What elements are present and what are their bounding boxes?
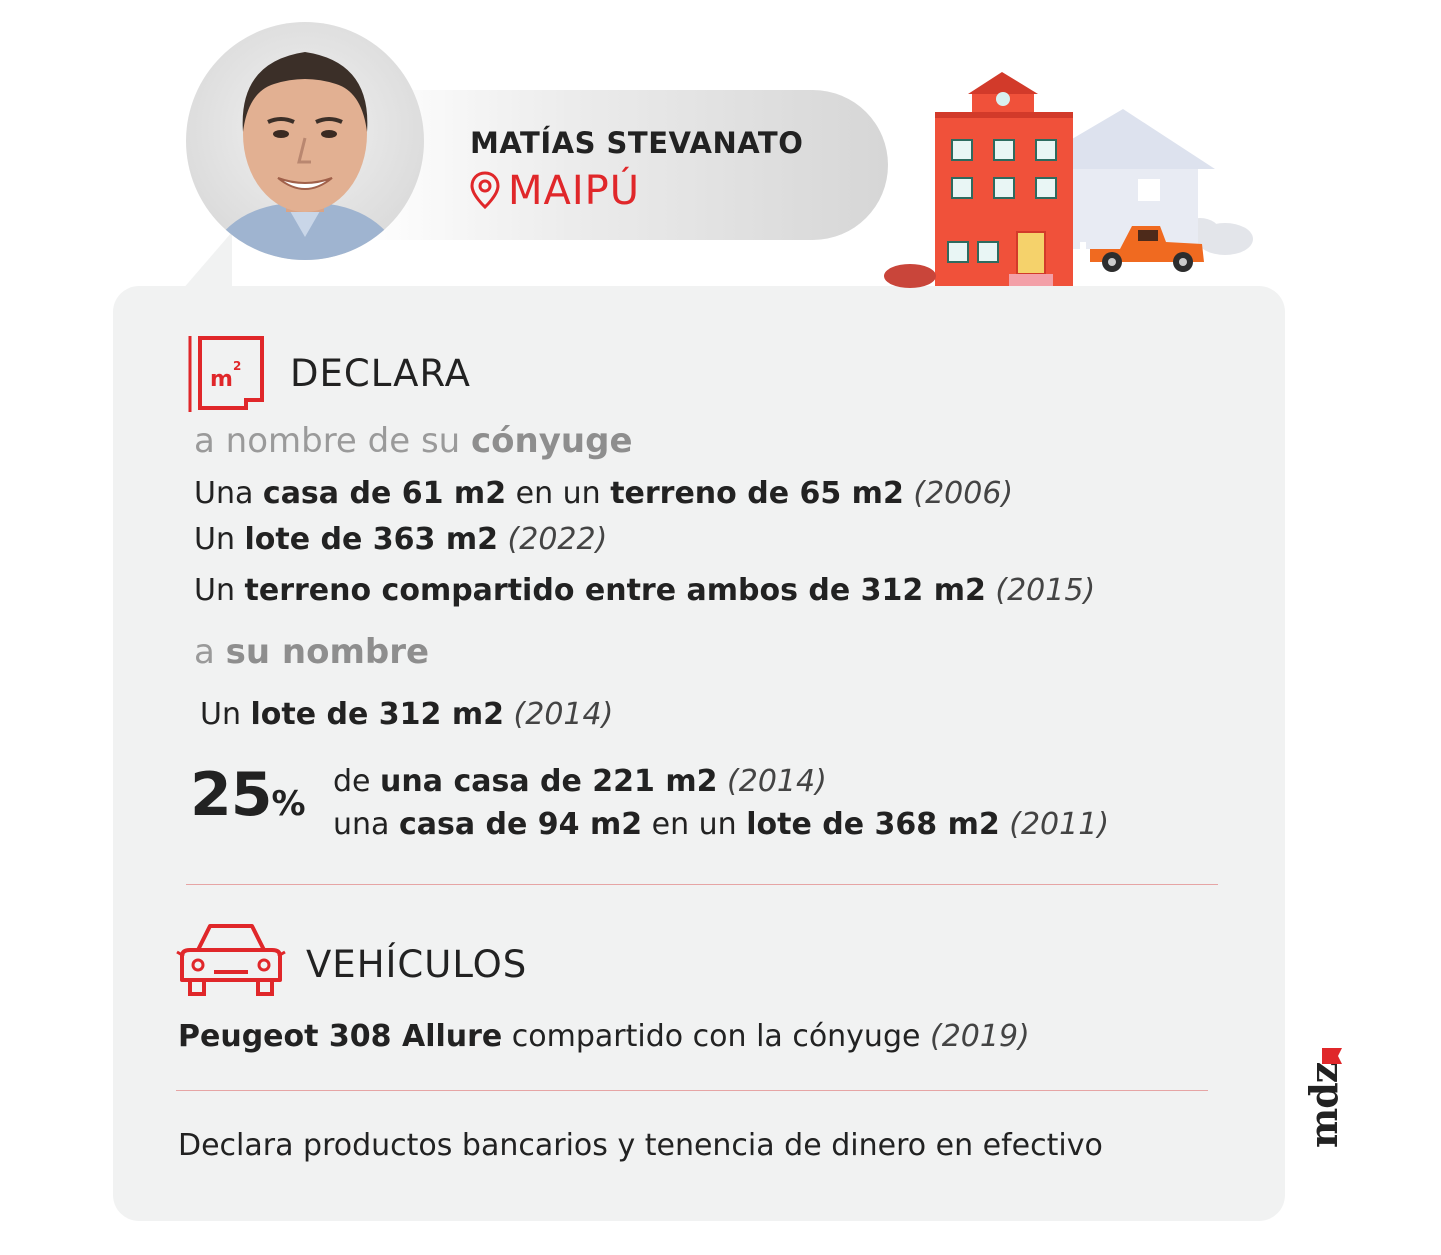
list-item: Un terreno compartido entre ambos de 312… bbox=[194, 573, 1096, 608]
person-name: MATÍAS STEVANATO bbox=[470, 126, 804, 160]
list-item: Un lote de 312 m2 (2014) bbox=[200, 697, 614, 732]
svg-text:2: 2 bbox=[233, 359, 241, 373]
speech-tail bbox=[182, 232, 242, 296]
divider bbox=[176, 1090, 1208, 1091]
portrait-photo bbox=[186, 22, 424, 260]
section-title-declara: DECLARA bbox=[290, 352, 471, 395]
vehicle-item: Peugeot 308 Allure compartido con la cón… bbox=[178, 1019, 1030, 1054]
footer-note: Declara productos bancarios y tenencia d… bbox=[178, 1128, 1103, 1163]
list-item: Un lote de 363 m2 (2022) bbox=[194, 522, 608, 557]
name-banner bbox=[360, 90, 888, 240]
car-icon bbox=[176, 920, 286, 1004]
mdz-logo: mdz bbox=[1296, 1044, 1352, 1150]
subheading-conyuge: a nombre de su cónyuge bbox=[194, 421, 633, 461]
share-line-1: de una casa de 221 m2 (2014) bbox=[333, 764, 827, 799]
houses-illustration bbox=[880, 64, 1255, 293]
list-item: Una casa de 61 m2 en un terreno de 65 m2… bbox=[194, 476, 1014, 511]
declaration-card bbox=[113, 286, 1285, 1221]
share-line-2: una casa de 94 m2 en un lote de 368 m2 (… bbox=[333, 807, 1110, 842]
area-m2-icon: m 2 bbox=[186, 334, 266, 418]
divider bbox=[186, 884, 1218, 885]
share-percentage: 25% bbox=[190, 760, 306, 830]
location-pin-icon bbox=[470, 171, 500, 213]
subheading-su-nombre: a su nombre bbox=[194, 632, 430, 672]
location-name: MAIPÚ bbox=[508, 168, 641, 214]
section-title-vehiculos: VEHÍCULOS bbox=[306, 943, 528, 986]
svg-text:m: m bbox=[210, 367, 233, 392]
